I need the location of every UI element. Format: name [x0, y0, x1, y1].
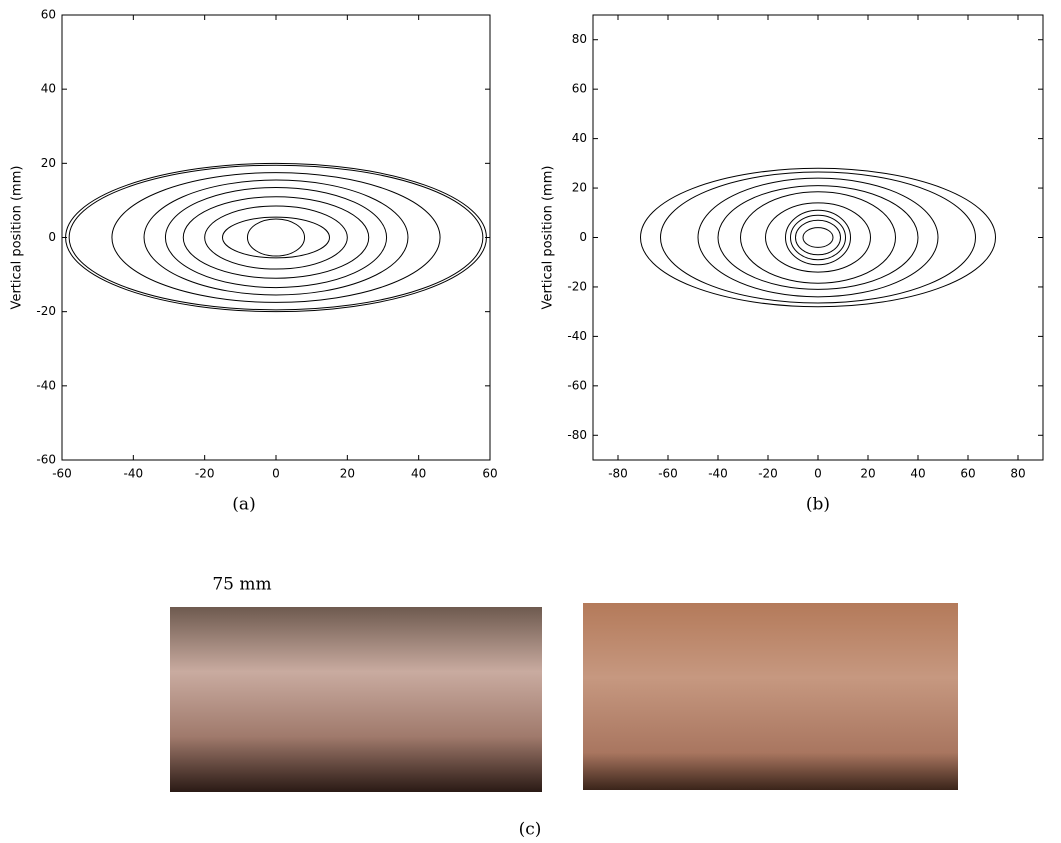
y-tick-label: -40: [36, 378, 56, 392]
photo: [170, 607, 542, 792]
x-tick-label: -20: [758, 467, 778, 481]
x-tick-label: -40: [708, 467, 728, 481]
caption: (c): [519, 820, 542, 840]
contour: [641, 168, 996, 306]
y-tick-label: 20: [41, 156, 56, 170]
y-axis-label: Vertical position (mm): [10, 166, 25, 310]
y-axis-label: Vertical position (mm): [541, 166, 556, 310]
x-tick-label: -60: [52, 467, 72, 481]
contour: [741, 192, 896, 283]
x-tick-label: 80: [1010, 467, 1025, 481]
x-tick-label: 60: [960, 467, 975, 481]
contour: [718, 186, 918, 290]
contour: [698, 178, 938, 297]
x-tick-label: 40: [910, 467, 925, 481]
contour: [165, 187, 386, 287]
contour: [791, 215, 846, 260]
x-tick-label: 0: [814, 467, 822, 481]
x-tick-label: -60: [658, 467, 678, 481]
x-tick-label: -20: [195, 467, 215, 481]
x-tick-label: 20: [860, 467, 875, 481]
contour: [766, 203, 871, 272]
figure: 75 mm (c) -60 -40 -20 0 20 40 60 -60 -40 -20 0 20 40…: [0, 0, 1061, 843]
photo: [583, 603, 958, 790]
x-tick-label: -80: [608, 467, 628, 481]
y-tick-label: 80: [572, 32, 587, 46]
y-tick-label: 20: [572, 181, 587, 195]
scale-label: 75 mm: [212, 575, 271, 595]
contour: [183, 197, 368, 279]
axes-box: [62, 15, 490, 460]
caption: (a): [232, 495, 255, 515]
contour: [205, 206, 348, 269]
y-tick-label: -40: [567, 329, 587, 343]
y-tick-label: -60: [567, 378, 587, 392]
contour: [66, 163, 487, 311]
contour: [112, 173, 440, 303]
y-tick-label: -60: [36, 453, 56, 467]
contour: [247, 219, 304, 256]
contour: [803, 228, 833, 248]
y-tick-label: 40: [41, 82, 56, 96]
y-tick-label: 0: [579, 230, 587, 244]
y-tick-label: 60: [572, 82, 587, 96]
y-tick-label: -80: [567, 428, 587, 442]
contour: [796, 220, 841, 255]
y-tick-label: -20: [36, 304, 56, 318]
y-tick-label: -20: [567, 279, 587, 293]
contour: [223, 217, 330, 258]
x-tick-label: 40: [411, 467, 426, 481]
x-tick-label: -40: [124, 467, 144, 481]
contour: [69, 165, 483, 310]
caption: (b): [806, 495, 830, 515]
y-tick-label: 0: [48, 230, 56, 244]
y-tick-label: 60: [41, 8, 56, 22]
x-tick-label: 0: [272, 467, 280, 481]
x-tick-label: 60: [482, 467, 497, 481]
x-tick-label: 20: [340, 467, 355, 481]
page: 75 mm (c) -60 -40 -20 0 20 40 60 -60 -40 -20 0 20 40…: [0, 0, 1061, 843]
y-tick-label: 40: [572, 131, 587, 145]
